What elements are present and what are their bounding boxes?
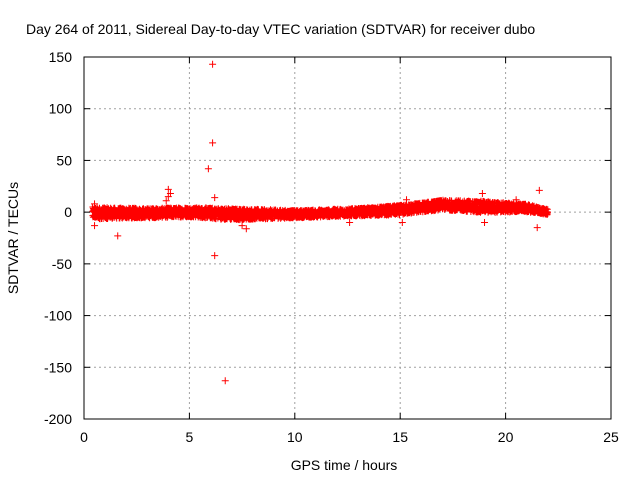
outlier-point	[533, 224, 541, 232]
outlier-point	[346, 218, 354, 226]
x-tick-label: 15	[392, 429, 408, 445]
x-tick-label: 25	[603, 429, 619, 445]
outlier-point	[204, 165, 212, 173]
y-tick-label: -100	[44, 308, 72, 324]
y-tick-label: -150	[44, 359, 72, 375]
x-tick-label: 20	[498, 429, 514, 445]
y-tick-label: -200	[44, 411, 72, 427]
y-tick-label: 0	[64, 204, 72, 220]
outlier-point	[540, 205, 548, 213]
outlier-point	[221, 377, 229, 385]
x-tick-label: 0	[80, 429, 88, 445]
outlier-point	[242, 225, 250, 233]
outlier-point	[114, 232, 122, 240]
plot-frame	[83, 56, 612, 420]
outlier-point	[162, 197, 170, 205]
outlier-point	[398, 218, 406, 226]
outlier-point	[211, 194, 219, 202]
x-axis-label: GPS time / hours	[291, 457, 398, 473]
outlier-point	[209, 60, 217, 68]
band-markers	[89, 196, 551, 224]
outlier-point	[91, 222, 99, 230]
outlier-point	[535, 186, 543, 194]
outlier-point	[164, 193, 172, 201]
outlier-point	[403, 196, 411, 204]
y-tick-label: 150	[49, 49, 73, 65]
y-axis-label: SDTVAR / TECUs	[5, 182, 21, 294]
outlier-point	[164, 185, 172, 193]
outlier-points	[91, 60, 548, 385]
axis-ticks	[83, 56, 612, 420]
outlier-point	[512, 196, 520, 204]
x-tick-label: 5	[186, 429, 194, 445]
outlier-point	[211, 252, 219, 260]
x-tick-label: 10	[287, 429, 303, 445]
chart-title: Day 264 of 2011, Sidereal Day-to-day VTE…	[26, 21, 535, 37]
y-tick-label: 50	[56, 152, 72, 168]
outlier-point	[481, 218, 489, 226]
y-tick-label: -50	[52, 256, 72, 272]
outlier-point	[238, 222, 246, 230]
tick-labels: 0 5 10 15 20 25 -200 -150 -100 -50 0 50 100 150	[44, 49, 619, 445]
outlier-point	[209, 139, 217, 147]
grid-lines	[84, 57, 611, 419]
data-band	[89, 196, 551, 224]
y-tick-label: 100	[49, 101, 73, 117]
outlier-point	[478, 190, 486, 198]
outlier-point	[91, 200, 99, 208]
